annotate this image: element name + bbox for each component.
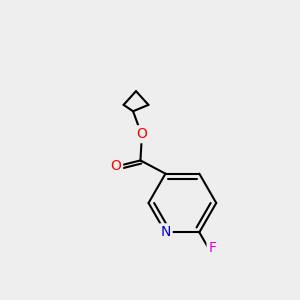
Text: O: O: [110, 159, 121, 173]
Text: O: O: [136, 127, 147, 141]
Text: N: N: [160, 225, 171, 239]
Text: F: F: [208, 241, 217, 255]
